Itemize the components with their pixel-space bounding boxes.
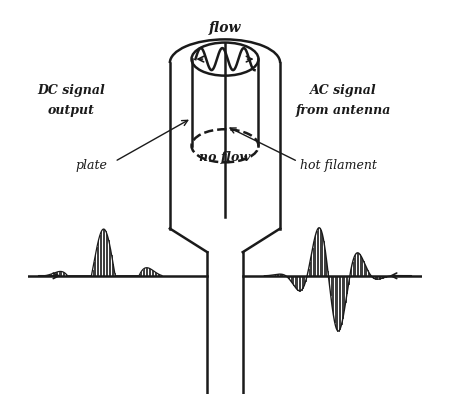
Text: from antenna: from antenna [296, 104, 391, 117]
Text: output: output [48, 104, 95, 117]
Text: DC signal: DC signal [37, 84, 105, 97]
Text: no flow: no flow [199, 151, 251, 164]
Text: plate: plate [75, 159, 107, 172]
Text: hot filament: hot filament [300, 159, 377, 172]
Text: AC signal: AC signal [310, 84, 377, 97]
Text: flow: flow [209, 20, 241, 35]
